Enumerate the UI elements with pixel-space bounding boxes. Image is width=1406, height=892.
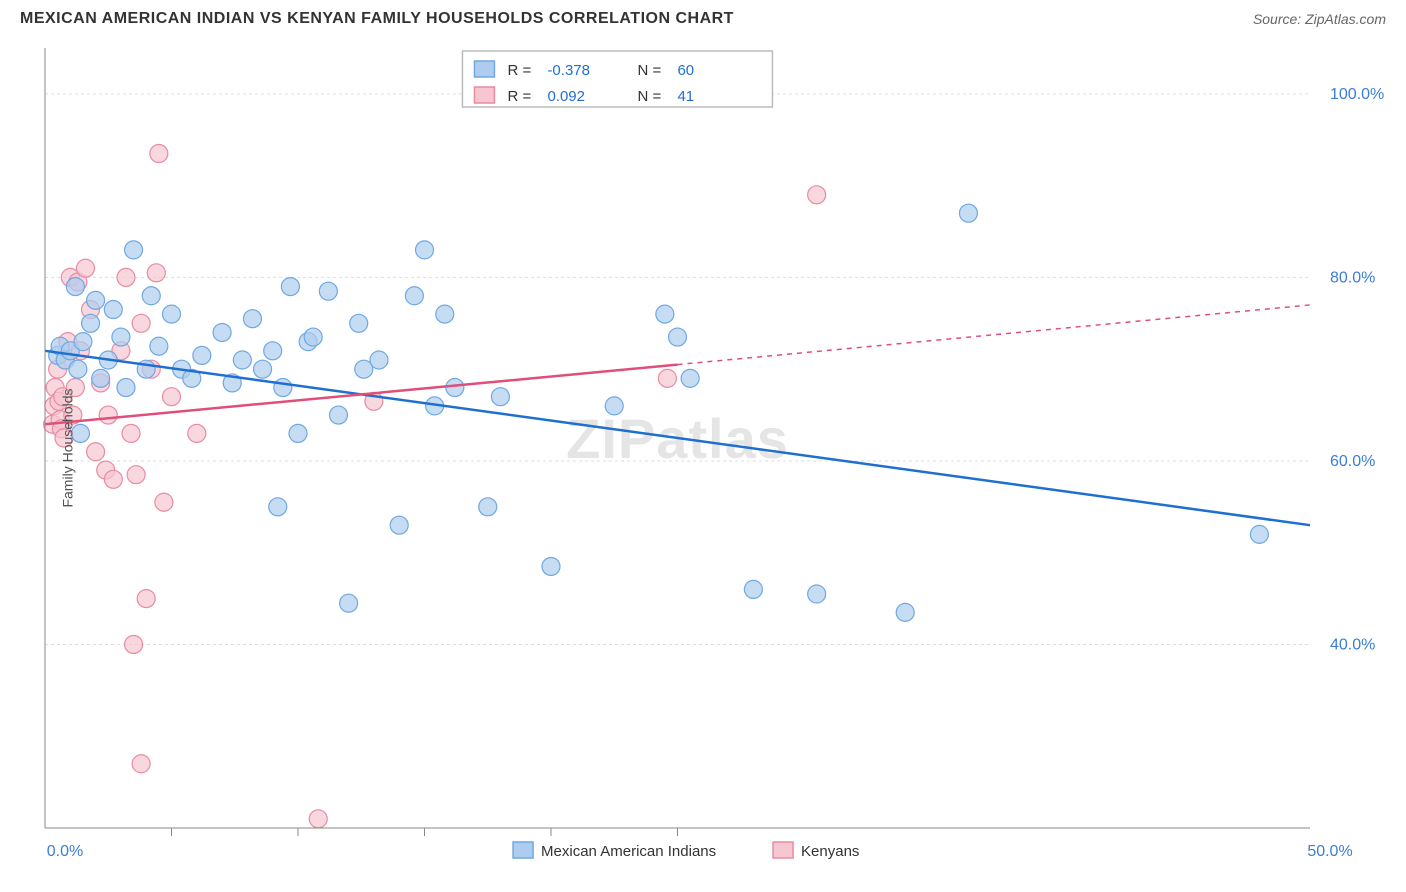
chart-header: MEXICAN AMERICAN INDIAN VS KENYAN FAMILY… [0, 0, 1406, 38]
y-tick-label: 80.0% [1330, 269, 1375, 286]
data-point [125, 635, 143, 653]
data-point [132, 314, 150, 332]
legend-swatch [773, 842, 793, 858]
legend-swatch [474, 61, 494, 77]
legend-r-label: R = [507, 62, 531, 79]
data-point [436, 305, 454, 323]
data-point [542, 557, 560, 575]
data-point [117, 379, 135, 397]
data-point [122, 424, 140, 442]
data-point [87, 291, 105, 309]
data-point [658, 369, 676, 387]
data-point [142, 287, 160, 305]
y-tick-label: 40.0% [1330, 636, 1375, 653]
legend-n-label: N = [637, 62, 661, 79]
data-point [808, 585, 826, 603]
data-point [309, 810, 327, 828]
data-point [656, 305, 674, 323]
data-point [125, 241, 143, 259]
data-point [117, 268, 135, 286]
y-axis-label: Family Households [60, 388, 76, 507]
data-point [82, 314, 100, 332]
data-point [87, 443, 105, 461]
x-tick-label: 0.0% [47, 843, 83, 860]
data-point [405, 287, 423, 305]
data-point [289, 424, 307, 442]
data-point [150, 337, 168, 355]
data-point [76, 259, 94, 277]
y-tick-label: 60.0% [1330, 453, 1375, 470]
legend-n-value: 60 [677, 62, 694, 79]
data-point [163, 388, 181, 406]
data-point [254, 360, 272, 378]
data-point [329, 406, 347, 424]
data-point [150, 145, 168, 163]
data-point [104, 470, 122, 488]
legend-n-label: N = [637, 88, 661, 105]
data-point [350, 314, 368, 332]
data-point [155, 493, 173, 511]
data-point [66, 278, 84, 296]
chart-source: Source: ZipAtlas.com [1253, 11, 1386, 27]
data-point [264, 342, 282, 360]
data-point [1250, 525, 1268, 543]
correlation-legend: R = -0.378 N = 60 R = 0.092 N = 41 [462, 51, 772, 107]
data-point [163, 305, 181, 323]
chart-container: Family Households 40.0%60.0%80.0%100.0%Z… [0, 38, 1406, 858]
data-point [491, 388, 509, 406]
scatter-chart: 40.0%60.0%80.0%100.0%ZIPatlas0.0%50.0%R … [0, 38, 1406, 868]
chart-title: MEXICAN AMERICAN INDIAN VS KENYAN FAMILY… [20, 10, 734, 28]
data-point [147, 264, 165, 282]
data-point [479, 498, 497, 516]
data-point [416, 241, 434, 259]
x-tick-label: 50.0% [1307, 843, 1352, 860]
data-point [896, 603, 914, 621]
legend-label: Kenyans [801, 843, 859, 860]
legend-r-value: 0.092 [547, 88, 585, 105]
data-point [193, 346, 211, 364]
data-point [281, 278, 299, 296]
legend-swatch [513, 842, 533, 858]
data-point [304, 328, 322, 346]
data-point [340, 594, 358, 612]
trend-line [45, 351, 1310, 525]
data-point [132, 755, 150, 773]
data-point [446, 379, 464, 397]
data-point [92, 369, 110, 387]
data-point [104, 301, 122, 319]
data-point [99, 406, 117, 424]
legend-r-value: -0.378 [547, 62, 590, 79]
data-point [137, 590, 155, 608]
legend-label: Mexican American Indians [541, 843, 716, 860]
data-point [744, 580, 762, 598]
data-point [127, 466, 145, 484]
data-point [112, 328, 130, 346]
data-point [188, 424, 206, 442]
data-point [243, 310, 261, 328]
data-point [808, 186, 826, 204]
data-point [319, 282, 337, 300]
data-point [605, 397, 623, 415]
data-point [959, 204, 977, 222]
legend-r-label: R = [507, 88, 531, 105]
legend-n-value: 41 [677, 88, 694, 105]
trend-line-dashed [678, 305, 1311, 365]
data-point [669, 328, 687, 346]
data-point [233, 351, 251, 369]
data-point [681, 369, 699, 387]
data-point [390, 516, 408, 534]
data-point [69, 360, 87, 378]
data-point [74, 333, 92, 351]
data-point [274, 379, 292, 397]
y-tick-label: 100.0% [1330, 86, 1384, 103]
series-legend: Mexican American Indians Kenyans [513, 842, 859, 860]
data-point [269, 498, 287, 516]
data-point [213, 323, 231, 341]
data-point [370, 351, 388, 369]
legend-swatch [474, 87, 494, 103]
